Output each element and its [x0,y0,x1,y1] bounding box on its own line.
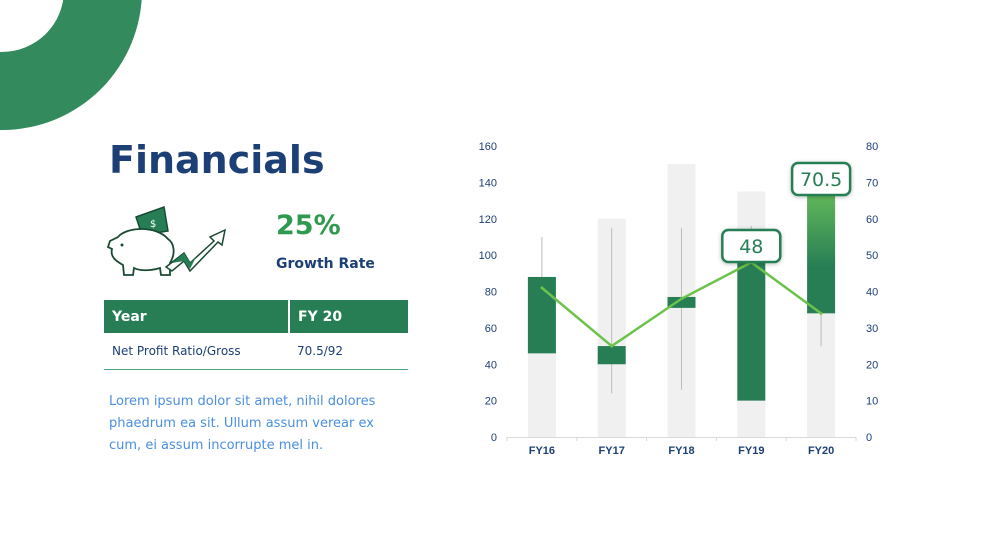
growth-rate-label: Growth Rate [276,256,375,272]
cell-value: 70.5/92 [289,333,408,370]
category-label: FY20 [808,445,834,457]
financial-chart: 0 20 40 60 80 100 120 140 160 0 10 20 30 40 50 60 70 80 FY… [479,141,879,457]
table-row: Net Profit Ratio/Gross 70.5/92 [104,333,408,370]
header-fy20: FY 20 [288,300,408,333]
left-axis-tick: 160 [479,141,497,153]
left-axis-tick: 140 [479,177,497,189]
category-label: FY17 [599,445,625,457]
left-axis-tick: 60 [485,323,497,335]
right-axis-tick: 20 [866,359,878,371]
growth-rate-value: 25% [276,210,341,241]
right-axis-tick: 60 [866,214,878,226]
value-callout-box [721,228,782,264]
right-axis-tick: 40 [866,287,878,299]
category-label: FY19 [738,445,764,457]
left-axis-tick: 100 [479,250,497,262]
growth-line-point [540,286,544,290]
right-axis-tick: 80 [866,141,878,153]
candle-body [737,262,766,401]
candle-body [597,346,626,365]
value-callout-box [790,161,852,197]
left-axis-tick: 80 [485,287,497,299]
right-axis-tick: 50 [866,250,878,262]
growth-line-point [610,344,614,348]
trend-arrow-icon [164,228,227,273]
value-callout-label: 70.5 [800,169,842,191]
svg-text:$: $ [150,219,156,230]
description-text: Lorem ipsum dolor sit amet, nihil dolore… [109,394,376,453]
category-label: FY16 [529,445,555,457]
left-axis-tick: 40 [485,359,497,371]
right-axis-tick: 0 [866,432,872,444]
cell-metric: Net Profit Ratio/Gross [104,333,289,370]
right-axis-tick: 70 [866,177,878,189]
right-axis-tick: 30 [866,323,878,335]
category-label: FY18 [668,445,694,457]
table-header-row: Year FY 20 [104,300,408,333]
financials-table: Year FY 20 Net Profit Ratio/Gross 70.5/9… [104,300,408,370]
candle-body [527,276,556,354]
left-axis-tick: 20 [485,396,497,408]
value-callout-label: 48 [739,236,763,258]
corner-ring-decoration [0,0,142,130]
left-axis-tick: 120 [479,214,497,226]
right-axis-tick: 10 [866,396,878,408]
candle-body [667,296,696,308]
growth-line-point [680,297,683,301]
header-year: Year [104,300,289,333]
left-axis-tick: 0 [491,432,497,444]
growth-line-point [819,311,823,315]
candle-body [807,180,836,314]
page-title: Financials [109,138,325,182]
piggy-bank-icon: $ [106,205,227,276]
